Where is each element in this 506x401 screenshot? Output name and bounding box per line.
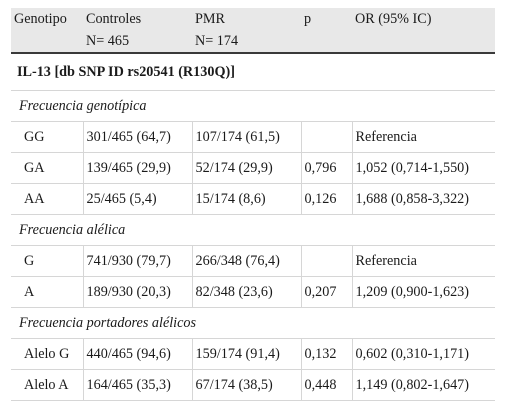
table-header: Genotipo Controles N= 465 PMR N= 174 p O…	[11, 8, 495, 54]
cell-genotipo: Alelo G	[11, 338, 83, 370]
group-title: Frecuencia genotípica	[11, 90, 495, 122]
cell-genotipo: A	[11, 276, 83, 308]
header-controles-label: Controles	[86, 11, 142, 27]
cell-or: Referencia	[351, 121, 495, 153]
table-row: Alelo G 440/465 (94,6) 159/174 (91,4) 0,…	[11, 338, 495, 370]
header-pmr-label: PMR	[195, 11, 225, 27]
group-title: Frecuencia portadores alélicos	[11, 307, 495, 339]
cell-controles: 440/465 (94,6)	[82, 338, 192, 370]
section-title: IL-13 [db SNP ID rs20541 (R130Q)]	[11, 53, 495, 91]
cell-p: 0,796	[300, 152, 352, 184]
header-p: p	[301, 8, 352, 54]
cell-pmr: 52/174 (29,9)	[191, 152, 301, 184]
cell-controles: 741/930 (79,7)	[82, 245, 192, 277]
cell-or: 1,688 (0,858-3,322)	[351, 183, 495, 215]
header-controles: Controles N= 465	[83, 8, 192, 54]
table-row: G 741/930 (79,7) 266/348 (76,4) Referenc…	[11, 245, 495, 277]
group-row: Frecuencia genotípica	[11, 90, 495, 122]
header-or: OR (95% IC)	[352, 8, 495, 54]
cell-controles: 25/465 (5,4)	[82, 183, 192, 215]
cell-genotipo: AA	[11, 183, 83, 215]
cell-pmr: 107/174 (61,5)	[191, 121, 301, 153]
cell-genotipo: G	[11, 245, 83, 277]
cell-controles: 164/465 (35,3)	[82, 369, 192, 401]
section-row: IL-13 [db SNP ID rs20541 (R130Q)]	[11, 53, 495, 91]
table-body: IL-13 [db SNP ID rs20541 (R130Q)] Frecue…	[11, 53, 495, 401]
cell-pmr: 159/174 (91,4)	[191, 338, 301, 370]
cell-controles: 301/465 (64,7)	[82, 121, 192, 153]
cell-genotipo: GA	[11, 152, 83, 184]
cell-or: 1,149 (0,802-1,647)	[351, 369, 495, 401]
header-genotipo: Genotipo	[11, 8, 83, 54]
cell-p: 0,132	[300, 338, 352, 370]
table-row: GA 139/465 (29,9) 52/174 (29,9) 0,796 1,…	[11, 152, 495, 184]
header-controles-n: N= 465	[86, 33, 130, 49]
header-pmr: PMR N= 174	[192, 8, 301, 54]
cell-p: 0,448	[300, 369, 352, 401]
cell-or: 1,052 (0,714-1,550)	[351, 152, 495, 184]
group-row: Frecuencia portadores alélicos	[11, 307, 495, 339]
cell-pmr: 82/348 (23,6)	[191, 276, 301, 308]
group-title: Frecuencia alélica	[11, 214, 495, 246]
genotype-frequency-table: Genotipo Controles N= 465 PMR N= 174 p O…	[11, 8, 495, 401]
header-pmr-n: N= 174	[195, 33, 239, 49]
cell-p	[300, 245, 352, 277]
header-row: Genotipo Controles N= 465 PMR N= 174 p O…	[11, 8, 495, 54]
table-row: A 189/930 (20,3) 82/348 (23,6) 0,207 1,2…	[11, 276, 495, 308]
cell-or: 1,209 (0,900-1,623)	[351, 276, 495, 308]
cell-p: 0,207	[300, 276, 352, 308]
cell-or: 0,602 (0,310-1,171)	[351, 338, 495, 370]
cell-p: 0,126	[300, 183, 352, 215]
cell-p	[300, 121, 352, 153]
table-row: AA 25/465 (5,4) 15/174 (8,6) 0,126 1,688…	[11, 183, 495, 215]
group-row: Frecuencia alélica	[11, 214, 495, 246]
cell-pmr: 67/174 (38,5)	[191, 369, 301, 401]
cell-genotipo: Alelo A	[11, 369, 83, 401]
cell-pmr: 15/174 (8,6)	[191, 183, 301, 215]
cell-or: Referencia	[351, 245, 495, 277]
table-row: GG 301/465 (64,7) 107/174 (61,5) Referen…	[11, 121, 495, 153]
cell-pmr: 266/348 (76,4)	[191, 245, 301, 277]
cell-genotipo: GG	[11, 121, 83, 153]
cell-controles: 189/930 (20,3)	[82, 276, 192, 308]
cell-controles: 139/465 (29,9)	[82, 152, 192, 184]
table-row: Alelo A 164/465 (35,3) 67/174 (38,5) 0,4…	[11, 369, 495, 401]
